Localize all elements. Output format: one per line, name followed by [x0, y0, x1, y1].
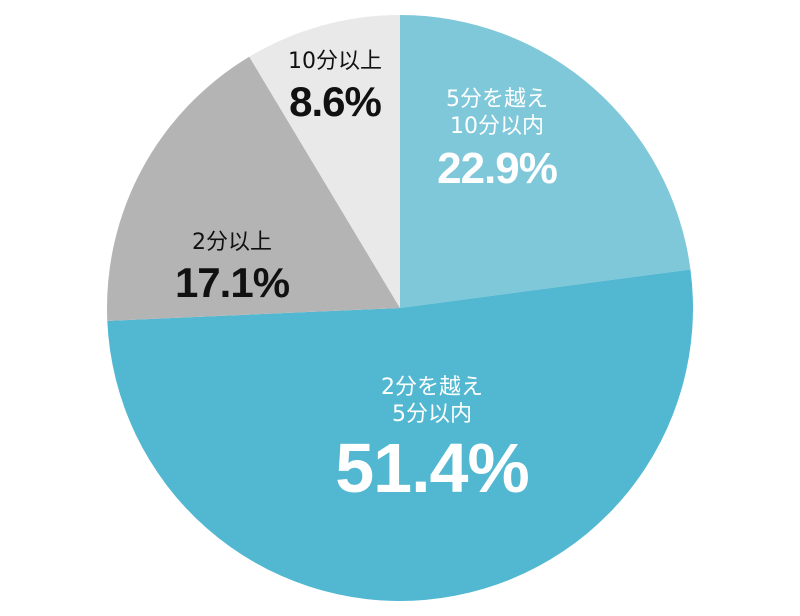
slice-label: 10分以内: [450, 114, 544, 139]
slice-label: 10分以上: [288, 49, 382, 74]
pie-slice: [249, 15, 400, 308]
pie-slice: [400, 15, 691, 308]
pie-slice: [106, 56, 400, 321]
value-label: 8.6%: [289, 78, 381, 125]
pie-slice: [107, 269, 694, 602]
slice-label: 2分以上: [192, 230, 272, 255]
slice-label: 5分を越え: [446, 87, 548, 112]
value-label: 17.1%: [175, 259, 290, 306]
value-label: 51.4%: [335, 429, 528, 507]
slice-label: 5分以内: [392, 402, 472, 427]
slice-label: 2分を越え: [381, 375, 483, 400]
value-label: 22.9%: [437, 144, 557, 193]
